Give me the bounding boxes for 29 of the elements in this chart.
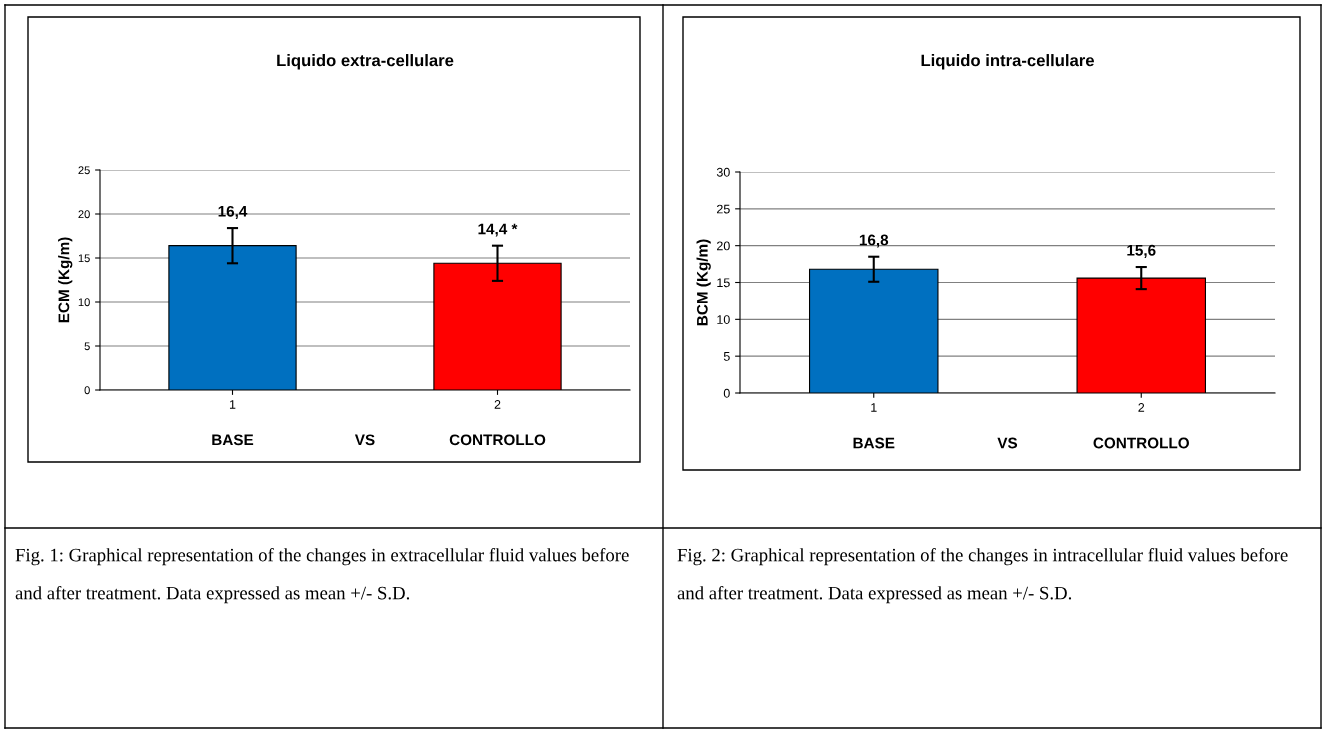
y-axis-title: BCM (Kg/m) [696,239,711,326]
data-label: 16,8 [859,234,889,248]
y-tick-label: 30 [716,167,730,177]
y-tick-label: 0 [723,388,730,398]
chart-title: Liquido intra-cellulare [921,54,1094,70]
text: BASE VS CONTROLLO [853,437,1189,449]
y-tick-label: 10 [717,315,730,324]
y-tick-label: 0 [84,386,90,395]
y-tick-label: 15 [717,278,730,288]
y-tick-label: 15 [78,254,90,263]
caption: Fig. 2: Graphical representation of the changes in intracellular fluid values before and after treatment. Data expressed as mean +/- S.D. [677,548,1288,604]
x-tick-label: 1 [229,400,236,409]
y-tick-label: 25 [78,166,90,175]
y-tick-label: 10 [78,298,90,307]
y-axis-title: ECM (Kg/m) [58,237,73,323]
data-label: 15,6 [1127,244,1156,258]
data-label: 16,4 [218,205,248,219]
y-tick-label: 5 [723,352,730,361]
x-tick-label: 1 [871,403,877,412]
y-tick-label: 5 [84,342,90,351]
x-tick-label: 2 [494,400,501,409]
chart-title: Liquido extra-cellulare [277,54,454,70]
y-tick-label: 20 [78,210,90,219]
y-tick-label: 25 [717,204,730,214]
data-label: 14,4 * [478,223,518,237]
caption: Fig. 1: Graphical representation of the changes in extracellular fluid values before and after treatment. Data expressed as mean +/- S.D. [15,548,629,604]
y-tick-label: 20 [717,241,730,251]
x-tick-label: 2 [1138,403,1145,412]
text: BASE VS CONTROLLO [212,434,546,446]
